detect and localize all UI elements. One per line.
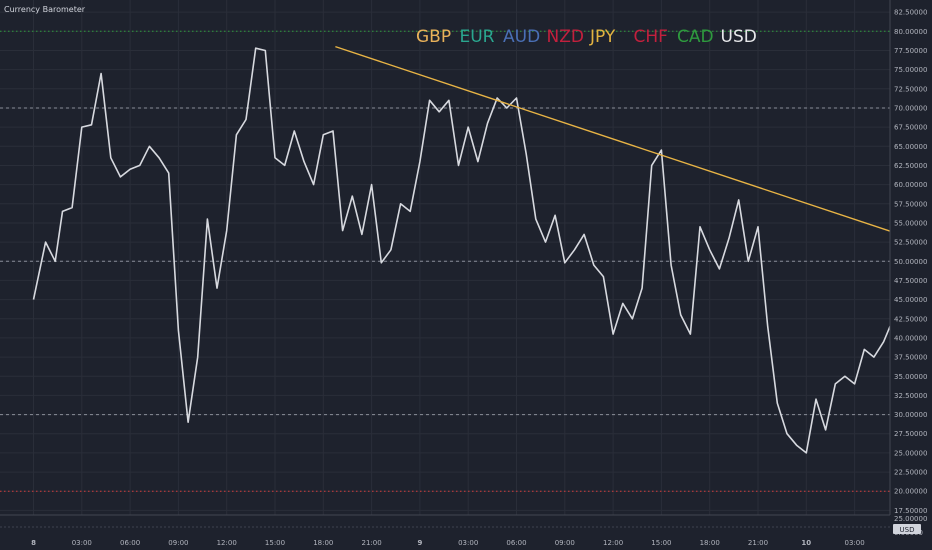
x-tick-label: 9 xyxy=(417,539,422,547)
x-tick-label: 15:00 xyxy=(651,539,671,547)
y-tick-label: 17.50000 xyxy=(894,507,927,515)
x-tick-label: 12:00 xyxy=(603,539,623,547)
y-tick-label: 27.50000 xyxy=(894,430,927,438)
x-tick-label: 8 xyxy=(31,539,36,547)
y-axis[interactable]: 82.50000 80.00000 77.50000 75.00000 72.50000… xyxy=(889,0,932,550)
x-tick-label: 10 xyxy=(801,539,811,547)
y-tick-label: 70.00000 xyxy=(894,104,927,112)
legend-item-eur: EUR xyxy=(460,27,495,47)
y-tick-label: 42.50000 xyxy=(894,315,927,323)
y-tick-label: 30.00000 xyxy=(894,411,927,419)
y-tick-label: 72.50000 xyxy=(894,85,927,93)
x-tick-label: 15:00 xyxy=(265,539,285,547)
y-tick-label: 67.50000 xyxy=(894,124,927,132)
y-tick-label: 60.00000 xyxy=(894,181,927,189)
x-tick-label: 12:00 xyxy=(217,539,237,547)
y-tick-label: 37.50000 xyxy=(894,354,927,362)
level-lines xyxy=(0,30,890,492)
y-tick-label: 80.00000 xyxy=(894,28,927,36)
x-tick-label: 03:00 xyxy=(72,539,92,547)
x-tick-label: 03:00 xyxy=(458,539,478,547)
currency-box-label[interactable]: USD xyxy=(900,526,915,534)
x-axis[interactable]: 8 03:00 06:00 09:00 12:00 15:00 18:00 21:00 9 03:… xyxy=(0,514,890,547)
x-tick-label: 18:00 xyxy=(313,539,333,547)
y-tick-label: 25.00000 xyxy=(894,449,927,457)
legend-item-gbp: GBP xyxy=(416,27,451,47)
x-tick-label: 21:00 xyxy=(748,539,768,547)
x-tick-label: 21:00 xyxy=(362,539,382,547)
y-tick-label: 57.50000 xyxy=(894,200,927,208)
legend: GBP EUR AUD NZD JPY CHF CAD USD xyxy=(416,27,757,47)
x-tick-label: 18:00 xyxy=(700,539,720,547)
y-tick-label: 55.00000 xyxy=(894,219,927,227)
y-tick-label: 40.00000 xyxy=(894,334,927,342)
y-tick-label: 22.50000 xyxy=(894,469,927,477)
legend-item-nzd: NZD xyxy=(547,27,584,47)
legend-item-cad: CAD xyxy=(677,27,714,47)
x-tick-label: 09:00 xyxy=(168,539,188,547)
y-tick-label: 32.50000 xyxy=(894,392,927,400)
y-tick-label: 82.50000 xyxy=(894,9,927,17)
x-tick-label: 03:00 xyxy=(845,539,865,547)
series-layer xyxy=(32,47,932,454)
x-tick-label: 09:00 xyxy=(555,539,575,547)
chart-title: Currency Barometer xyxy=(4,5,86,14)
y-tick-label: 62.50000 xyxy=(894,162,927,170)
y-tick-label: 45.00000 xyxy=(894,296,927,304)
y-tick-label: 75.00000 xyxy=(894,66,927,74)
usd-series-line xyxy=(32,47,932,454)
x-tick-label: 06:00 xyxy=(120,539,140,547)
legend-item-usd: USD xyxy=(721,27,757,47)
y-tick-label: 47.50000 xyxy=(894,277,927,285)
currency-box xyxy=(893,524,921,534)
legend-item-chf: CHF xyxy=(634,27,668,47)
legend-item-aud: AUD xyxy=(503,27,540,47)
legend-item-jpy: JPY xyxy=(589,27,616,47)
y-tick-label: 35.00000 xyxy=(894,373,927,381)
y-tick-label: 50.00000 xyxy=(894,258,927,266)
y-tick-label: 65.00000 xyxy=(894,143,927,151)
y-tick-label: 52.50000 xyxy=(894,239,927,247)
y-tick-label: 20.00000 xyxy=(894,488,927,496)
subpane-tick-label: 25.00000 xyxy=(894,515,927,523)
y-tick-label: 77.50000 xyxy=(894,47,927,55)
y-axis-panel xyxy=(890,0,932,550)
x-tick-label: 06:00 xyxy=(506,539,526,547)
